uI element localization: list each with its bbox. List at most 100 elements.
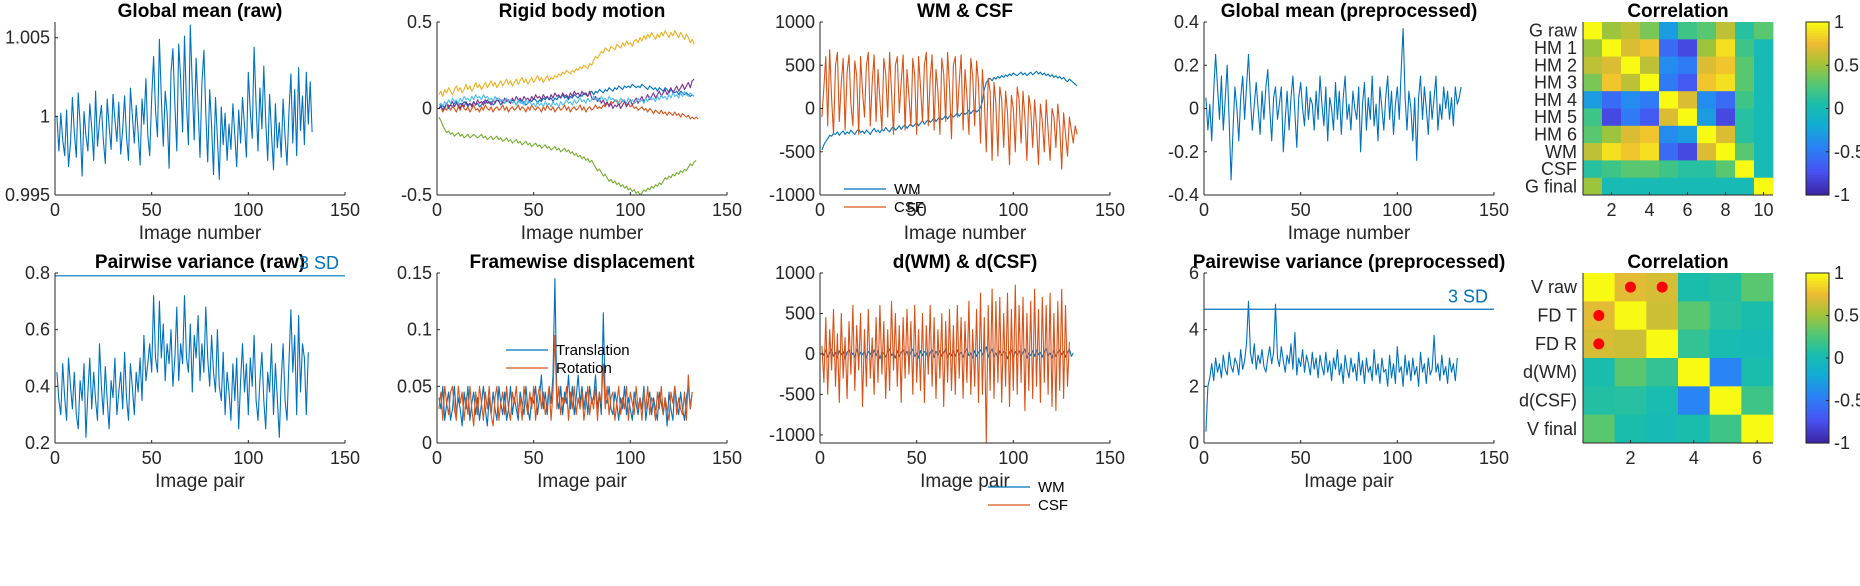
colorbar-band (1806, 409, 1829, 413)
series-line-1 (56, 295, 309, 438)
heatmap-cell (1735, 73, 1755, 92)
x-axis-label: Image number (521, 223, 644, 244)
y-tick-label: 0.995 (5, 185, 50, 205)
row-label: V raw (1531, 277, 1578, 297)
heatmap-cell (1640, 177, 1660, 196)
heatmap-cell (1659, 91, 1679, 109)
colorbar-band (1806, 366, 1829, 370)
series-line-3 (438, 30, 695, 97)
colorbar-band (1806, 304, 1829, 308)
colorbar: -1 -0.5 0 0.5 1 (1805, 12, 1860, 205)
y-tick-label: -0.4 (1168, 185, 1199, 205)
y-tick-label: -500 (779, 142, 815, 162)
threshold-label: 3 SD (1448, 286, 1488, 306)
colorbar-band (1806, 120, 1829, 124)
plot-area (1205, 300, 1458, 432)
x-tick-label: 50 (142, 448, 162, 468)
colorbar-band (1806, 79, 1829, 84)
heatmap-cell (1754, 160, 1774, 179)
colorbar-band (1806, 375, 1829, 379)
colorbar-band (1806, 426, 1829, 430)
colorbar-band (1806, 91, 1829, 95)
row-label: HM 4 (1534, 90, 1577, 110)
colorbar-band (1806, 278, 1829, 283)
heatmap-cell (1678, 125, 1698, 144)
x-tick-label: 150 (712, 200, 742, 220)
heatmap-cell (1621, 177, 1641, 196)
heatmap-cell (1621, 56, 1641, 75)
heatmap-cell (1735, 39, 1755, 57)
row-label: d(CSF) (1519, 391, 1577, 411)
significance-marker (1625, 281, 1636, 293)
heatmap-cell (1741, 414, 1774, 444)
colorbar-band (1806, 36, 1829, 40)
heatmap-cell (1678, 358, 1711, 387)
y-tick-label: 0.1 (407, 320, 432, 340)
x-axis-label: Image pair (537, 471, 627, 492)
x-axis-label: Image pair (1304, 471, 1394, 492)
heatmap-cell (1646, 358, 1679, 387)
y-tick-label: 0.2 (25, 433, 50, 453)
x-tick-label: 100 (998, 448, 1028, 468)
x-axis-label: Image pair (920, 471, 1010, 492)
colorbar-band (1806, 163, 1829, 167)
x-tick-label: 0 (50, 200, 60, 220)
y-tick-label: 1000 (775, 263, 815, 283)
x-tick-label: 50 (1291, 448, 1311, 468)
row-label: V final (1527, 419, 1577, 439)
y-tick-label: 1000 (775, 12, 815, 32)
colorbar-band (1806, 324, 1829, 328)
colorbar-band (1806, 42, 1829, 46)
panel-title: Global mean (preprocessed) (1221, 1, 1478, 22)
heatmap-cell (1621, 73, 1641, 92)
heatmap-cell (1678, 39, 1698, 57)
heatmap-cell (1621, 125, 1641, 144)
heatmap-cell (1646, 386, 1679, 416)
colorbar-band (1806, 295, 1829, 300)
heatmap-cell (1678, 414, 1711, 444)
heatmap-cell (1709, 386, 1742, 416)
colorbar-band (1806, 62, 1829, 66)
colorbar-band (1806, 386, 1829, 390)
heatmap-cell (1621, 143, 1641, 161)
heatmap-cell (1583, 414, 1616, 444)
x-tick-label: 0 (1199, 200, 1209, 220)
colorbar-band (1806, 30, 1829, 35)
x-tick-label: 150 (1095, 448, 1125, 468)
colorbar-band (1806, 108, 1829, 112)
panel-title: d(WM) & d(CSF) (893, 252, 1038, 273)
colorbar-band (1806, 380, 1829, 385)
heatmap-cell (1659, 39, 1679, 57)
colorbar-band (1806, 423, 1829, 427)
y-tick-label: 1.005 (5, 28, 50, 48)
colorbar-band (1806, 315, 1829, 319)
plot-area (438, 30, 699, 195)
colorbar-band (1806, 335, 1829, 339)
x-tick-label: 4 (1689, 448, 1699, 468)
panel-p4: Global mean (preprocessed) 0 50 100 150 -0.4 -… (1168, 1, 1509, 244)
colorbar-tick-label: -0.5 (1834, 391, 1860, 411)
colorbar-band (1806, 318, 1829, 322)
heatmap-cell (1659, 22, 1679, 40)
colorbar-band (1806, 343, 1829, 348)
heatmap-cell (1741, 273, 1774, 302)
colorbar-band (1806, 192, 1829, 196)
row-label: HM 5 (1534, 107, 1577, 127)
colorbar-band (1806, 180, 1829, 185)
heatmap-cell (1614, 386, 1647, 416)
x-tick-label: 6 (1752, 448, 1762, 468)
heatmap-cell (1716, 125, 1736, 144)
heatmap-cell (1602, 91, 1622, 109)
x-tick-label: 0 (1199, 448, 1209, 468)
heatmap-cell (1602, 39, 1622, 57)
heatmap-cell (1640, 73, 1660, 92)
row-label: G final (1525, 176, 1577, 196)
legend-label: WM (894, 181, 921, 198)
heatmap-cells (1583, 273, 1774, 444)
colorbar-band (1806, 68, 1829, 72)
panel-title: Rigid body motion (499, 1, 666, 22)
